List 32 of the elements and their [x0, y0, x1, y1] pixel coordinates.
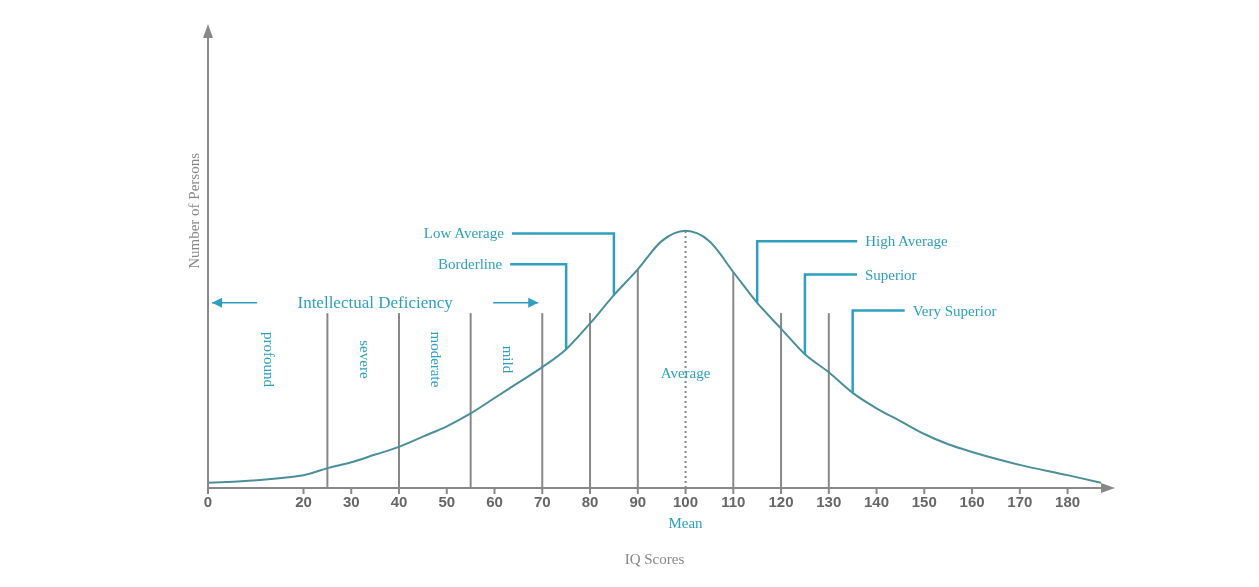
annotation: Borderline	[438, 256, 503, 273]
x-tick-label: 30	[342, 492, 360, 510]
annotation: Low Average	[423, 225, 505, 242]
x-tick-label: 90	[629, 492, 647, 510]
x-tick-label: 160	[959, 492, 985, 510]
x-tick-label: 120	[768, 492, 794, 510]
text: Mean	[668, 515, 704, 531]
x-axis-title: IQ Scores	[624, 551, 685, 567]
x-tick-label: 170	[1007, 492, 1033, 510]
x-tick-label: 40	[390, 492, 408, 510]
x-tick-label: 20	[295, 492, 312, 510]
annotation: moderate	[428, 331, 445, 388]
annotation: Average	[660, 365, 711, 382]
annotation: profound	[261, 331, 278, 388]
x-tick-label: 130	[816, 492, 842, 510]
x-tick-label: 150	[911, 492, 937, 510]
x-tick-label: 0	[203, 492, 213, 510]
annotation: Very Superior	[912, 302, 997, 319]
y-axis-title: Number of Persons	[186, 152, 203, 269]
x-tick-label: 50	[438, 492, 456, 510]
x-tick-label: 110	[721, 492, 746, 510]
x-tick-label: 80	[581, 492, 599, 510]
annotation: Intellectual Deficiency	[297, 292, 454, 312]
x-tick-label: 140	[864, 492, 890, 510]
annotation: Superior	[864, 266, 917, 283]
annotation: High Average	[865, 233, 949, 250]
annotation: mild	[500, 345, 517, 374]
x-tick-label: 60	[486, 492, 503, 510]
x-tick-label: 180	[1055, 492, 1081, 510]
annotation: severe	[356, 340, 373, 379]
x-tick-label: 70	[533, 492, 551, 510]
x-tick-label: 100	[673, 492, 699, 510]
